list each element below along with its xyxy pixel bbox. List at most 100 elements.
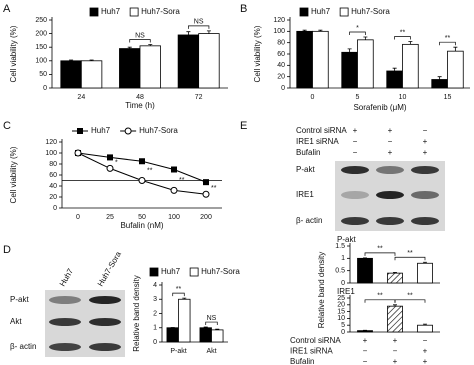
- significance-bracket: [364, 299, 396, 303]
- lane-label: Huh7-Sora: [96, 250, 123, 288]
- marker: [171, 166, 177, 173]
- y-axis-label: Relative band density: [132, 275, 141, 352]
- bar: [119, 48, 141, 89]
- legend-label: Huh7-Sora: [351, 7, 390, 16]
- y-tick-label: 40: [49, 183, 57, 190]
- y-axis-label: Cell viability (%): [253, 25, 262, 82]
- bar: [296, 30, 313, 89]
- marker: [106, 164, 114, 172]
- band: [89, 318, 121, 326]
- y-tick-label: 0: [43, 85, 47, 92]
- marker: [138, 177, 146, 184]
- legend-label: Huh7: [311, 7, 331, 16]
- error-bar: [215, 328, 220, 330]
- marker: [74, 149, 82, 157]
- band: [376, 191, 404, 199]
- y-tick-label: 250: [35, 17, 47, 24]
- bar: [357, 39, 374, 89]
- significance-bracket: [394, 299, 426, 303]
- condition-sign: −: [363, 357, 368, 365]
- error-bar: [363, 36, 368, 40]
- bar: [211, 329, 224, 343]
- legend-swatch: [339, 7, 349, 17]
- marker: [170, 186, 178, 194]
- condition-sign: +: [393, 357, 398, 365]
- bar: [447, 50, 464, 89]
- legend-label: Huh7-Sora: [201, 267, 240, 276]
- annotation: **: [147, 168, 153, 175]
- legend-swatch: [189, 267, 199, 277]
- bar: [357, 257, 373, 284]
- annotation: *: [356, 25, 359, 32]
- bar: [139, 45, 161, 89]
- bar: [431, 79, 448, 89]
- x-tick-label: 72: [195, 94, 203, 101]
- significance-bracket: [394, 256, 426, 261]
- bar: [386, 70, 403, 89]
- x-tick-label: 5: [356, 94, 360, 101]
- x-tick-label: 24: [77, 94, 85, 101]
- y-tick-label: 0.5: [335, 268, 345, 275]
- bar: [178, 298, 191, 343]
- panel-letter: D: [3, 244, 11, 256]
- y-tick-label: 50: [39, 71, 47, 78]
- band: [376, 217, 404, 225]
- condition-sign: −: [388, 137, 393, 146]
- annotation: NS: [207, 315, 217, 322]
- significance-bracket: [205, 321, 218, 326]
- error-bar: [302, 29, 307, 32]
- condition-sign: +: [423, 137, 428, 146]
- condition-sign: +: [388, 126, 393, 135]
- legend-marker: [77, 128, 83, 134]
- band-label: β- actin: [10, 342, 36, 351]
- legend-swatch: [299, 7, 309, 17]
- significance-bracket: [439, 41, 456, 46]
- y-tick-label: 80: [277, 40, 285, 47]
- bar: [199, 327, 212, 343]
- annotation: *: [115, 160, 118, 167]
- error-bar: [206, 30, 211, 34]
- bar: [387, 272, 403, 284]
- annotation: **: [407, 250, 413, 257]
- marker: [107, 154, 113, 161]
- legend-label: Huh7: [101, 7, 121, 16]
- y-tick-label: 20: [277, 74, 285, 81]
- chart-title: P-akt: [337, 235, 356, 244]
- x-tick-label: 0: [311, 94, 315, 101]
- x-axis-label: Sorafenib (μM): [353, 103, 406, 112]
- y-tick-label: 5: [341, 322, 345, 329]
- error-bar: [127, 46, 132, 49]
- x-tick-label: 15: [444, 94, 452, 101]
- y-tick-label: 100: [35, 58, 47, 65]
- y-tick-label: 150: [35, 44, 47, 51]
- bar: [177, 34, 200, 89]
- significance-bracket: [172, 292, 185, 297]
- bar: [417, 324, 433, 333]
- y-tick-label: 100: [45, 150, 57, 157]
- condition-label: Bufalin: [296, 148, 320, 157]
- error-bar: [453, 46, 458, 52]
- band: [341, 191, 369, 199]
- band-label: β- actin: [296, 216, 322, 225]
- x-tick-label: Akt: [206, 348, 216, 355]
- annotation: **: [377, 246, 383, 253]
- condition-sign: +: [363, 336, 368, 345]
- annotation: **: [179, 177, 185, 184]
- y-tick-label: 20: [49, 194, 57, 201]
- error-bar: [392, 67, 397, 71]
- marker: [139, 158, 145, 165]
- annotation: **: [407, 293, 413, 300]
- y-tick-label: 40: [277, 62, 285, 69]
- error-bar: [89, 59, 94, 61]
- band: [49, 296, 81, 304]
- annotation: **: [445, 35, 451, 42]
- panel-letter: B: [240, 3, 247, 15]
- y-tick-label: 0: [281, 85, 285, 92]
- significance-bracket: [129, 39, 151, 43]
- band-label: P-akt: [10, 295, 29, 304]
- y-tick-label: 60: [277, 51, 285, 58]
- y-tick-label: 1: [153, 325, 157, 332]
- y-tick-label: 120: [45, 139, 57, 146]
